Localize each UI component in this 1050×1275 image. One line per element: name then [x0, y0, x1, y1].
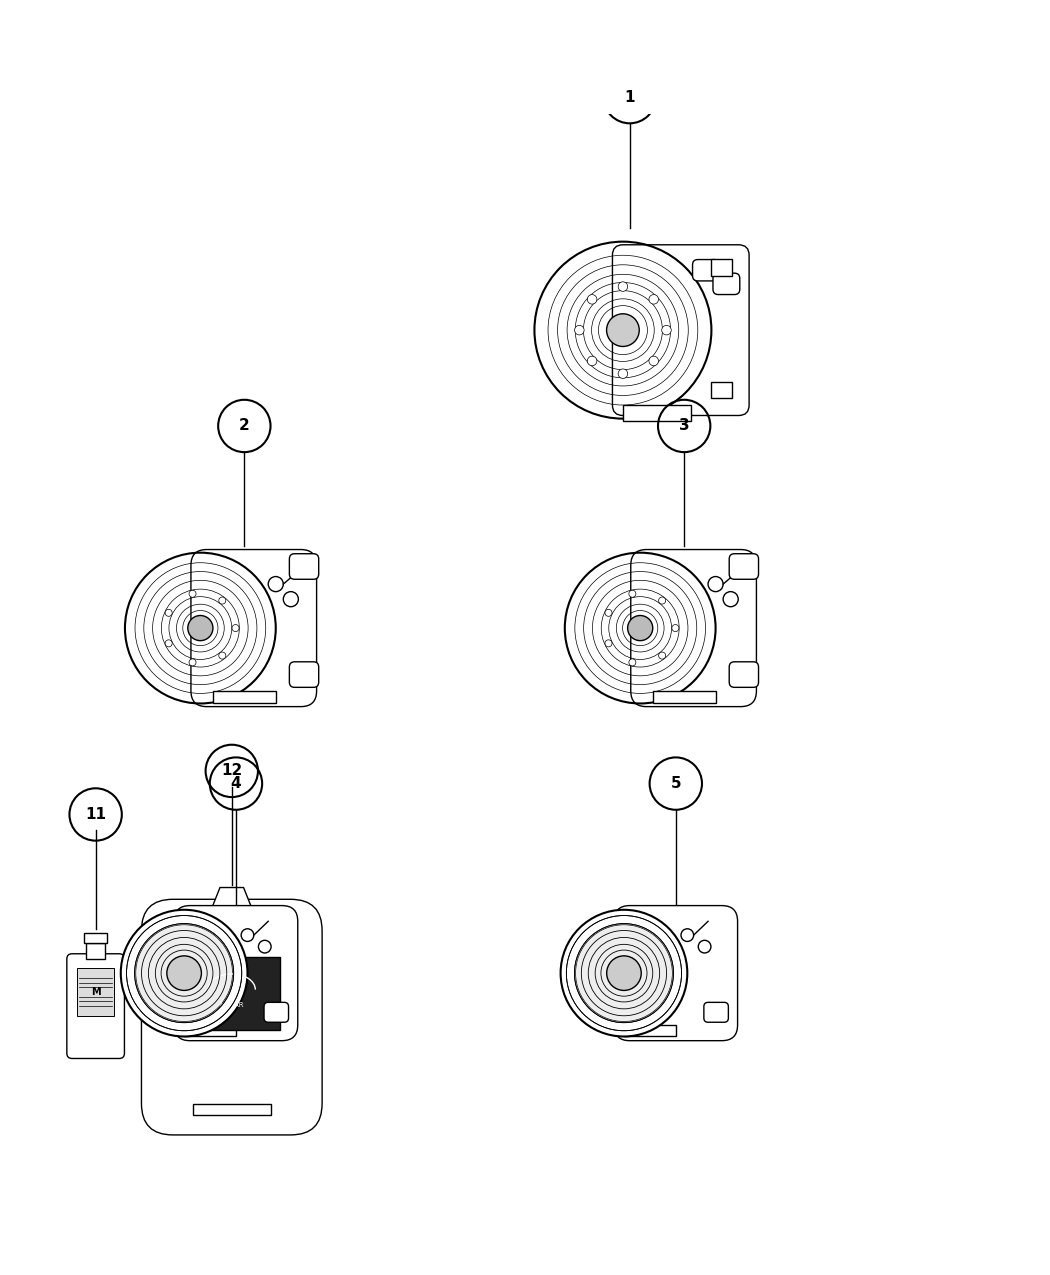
Bar — [213, 691, 276, 704]
FancyBboxPatch shape — [67, 954, 125, 1058]
Text: 5: 5 — [671, 776, 681, 790]
Bar — [712, 382, 732, 398]
Text: 1: 1 — [625, 89, 635, 105]
Circle shape — [649, 295, 658, 305]
FancyBboxPatch shape — [614, 905, 737, 1040]
Text: 12: 12 — [222, 764, 243, 779]
Circle shape — [121, 910, 248, 1037]
Bar — [77, 969, 114, 1016]
FancyBboxPatch shape — [631, 550, 756, 706]
Text: 4: 4 — [231, 776, 242, 790]
Circle shape — [561, 910, 688, 1037]
Circle shape — [135, 924, 232, 1021]
FancyBboxPatch shape — [612, 245, 749, 416]
Circle shape — [189, 659, 196, 666]
Circle shape — [629, 659, 636, 666]
Circle shape — [165, 640, 172, 646]
Circle shape — [607, 314, 639, 347]
Text: M: M — [91, 987, 101, 997]
Text: 11: 11 — [85, 807, 106, 822]
Circle shape — [607, 956, 642, 991]
FancyBboxPatch shape — [704, 1002, 729, 1023]
FancyBboxPatch shape — [191, 550, 317, 706]
Circle shape — [649, 356, 658, 366]
Polygon shape — [212, 887, 251, 907]
Bar — [712, 259, 732, 275]
Circle shape — [165, 609, 172, 616]
FancyBboxPatch shape — [174, 905, 298, 1040]
Circle shape — [218, 597, 226, 604]
FancyBboxPatch shape — [290, 553, 319, 579]
Circle shape — [189, 590, 196, 597]
Text: MOPAR: MOPAR — [219, 1002, 244, 1009]
Circle shape — [658, 652, 666, 659]
Text: 2: 2 — [239, 418, 250, 434]
Bar — [84, 933, 107, 942]
FancyBboxPatch shape — [184, 958, 280, 1030]
FancyBboxPatch shape — [713, 273, 740, 295]
Bar — [653, 691, 716, 704]
FancyBboxPatch shape — [729, 553, 758, 579]
Circle shape — [629, 590, 636, 597]
Circle shape — [628, 616, 653, 640]
Circle shape — [167, 956, 202, 991]
FancyBboxPatch shape — [142, 899, 322, 1135]
Bar — [86, 942, 105, 959]
Bar — [624, 1025, 676, 1037]
Circle shape — [218, 652, 226, 659]
Circle shape — [587, 356, 596, 366]
Circle shape — [618, 282, 628, 292]
Text: 3: 3 — [679, 418, 690, 434]
Circle shape — [672, 625, 679, 631]
Bar — [184, 1025, 236, 1037]
FancyBboxPatch shape — [290, 662, 319, 687]
FancyBboxPatch shape — [693, 260, 719, 280]
Circle shape — [587, 295, 596, 305]
Bar — [623, 405, 691, 421]
Circle shape — [575, 924, 672, 1021]
Polygon shape — [192, 907, 271, 931]
FancyBboxPatch shape — [264, 1002, 289, 1023]
Circle shape — [188, 616, 213, 640]
Circle shape — [232, 625, 239, 631]
Circle shape — [605, 640, 612, 646]
FancyBboxPatch shape — [729, 662, 758, 687]
Circle shape — [618, 368, 628, 379]
Circle shape — [658, 597, 666, 604]
Circle shape — [574, 325, 584, 335]
Bar — [192, 1104, 271, 1116]
Circle shape — [605, 609, 612, 616]
Circle shape — [662, 325, 671, 335]
